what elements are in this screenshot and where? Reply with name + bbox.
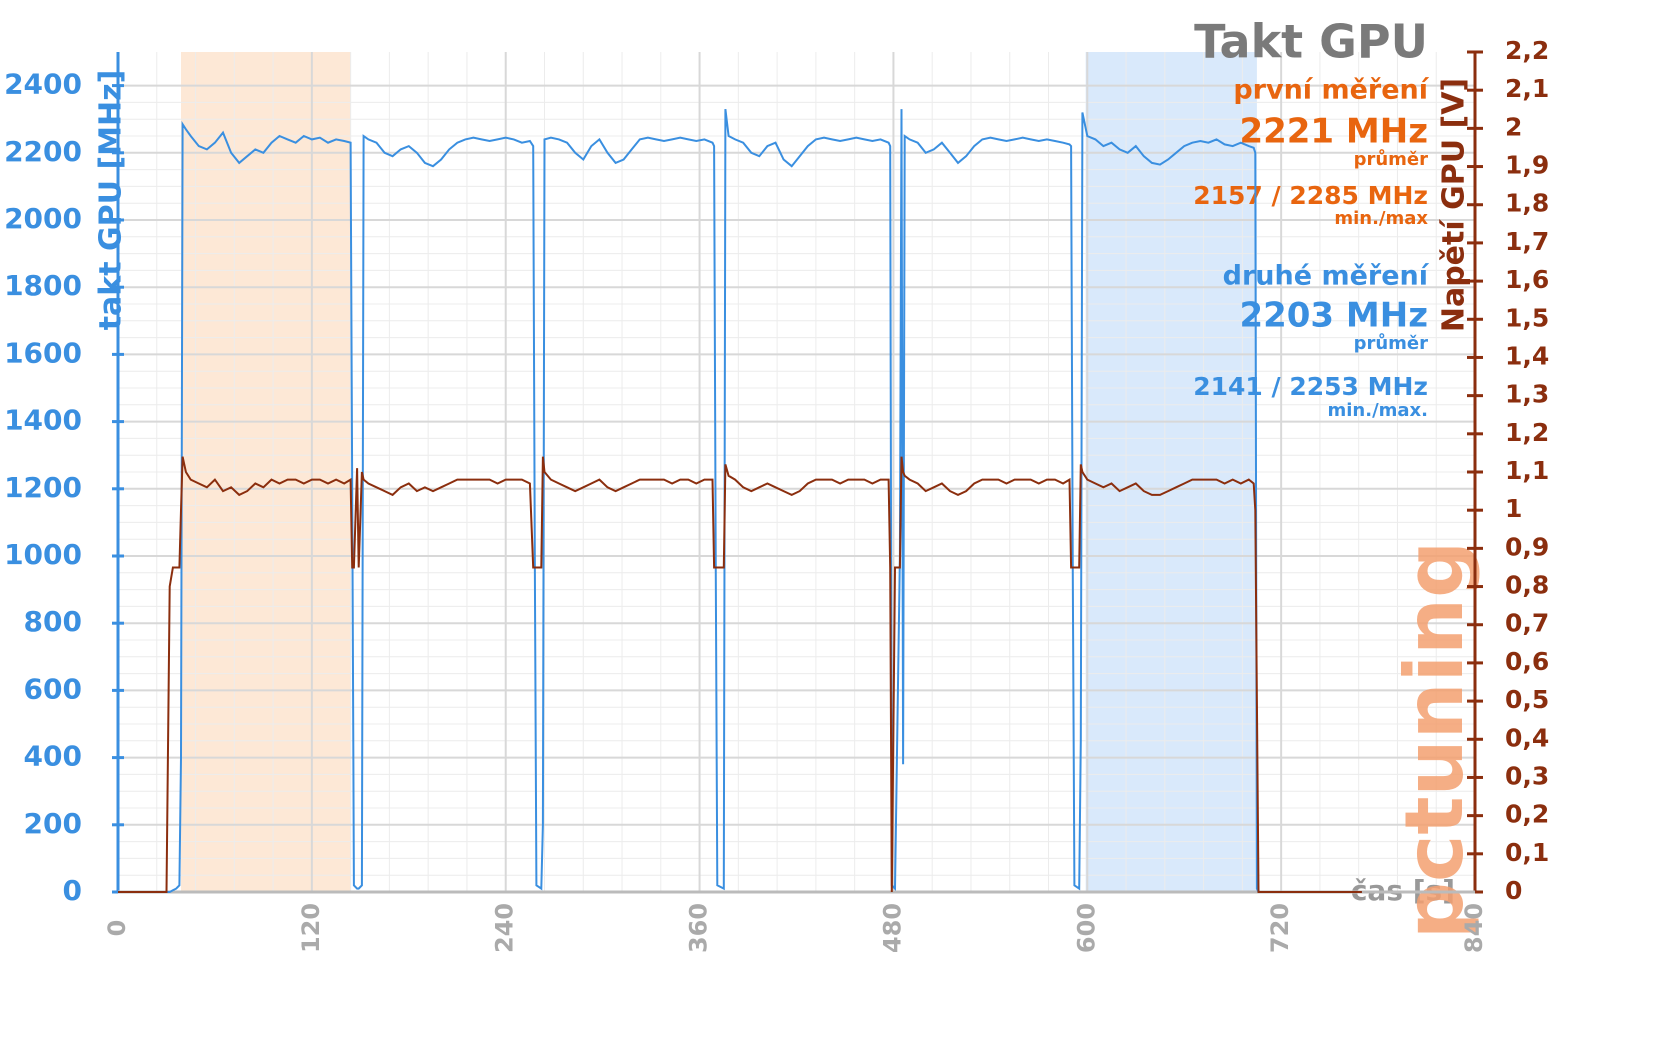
y-tick-label: 200 (24, 807, 82, 840)
y-axis-label: takt GPU [MHz] (94, 70, 129, 331)
x-tick-label: 720 (1266, 903, 1294, 953)
x-tick-label: 480 (878, 903, 906, 953)
series-line (118, 108, 1362, 893)
y2-tick-label: 0,8 (1505, 571, 1549, 600)
y-tick-label: 0 (63, 874, 82, 907)
background (117, 52, 1476, 893)
y-tick-label: 1200 (4, 471, 82, 504)
y2-tick-label: 1,4 (1505, 341, 1549, 370)
logo: pctuning (1388, 541, 1481, 939)
y2-tick-label: 1,9 (1505, 151, 1549, 180)
chart-title: Takt GPU (1194, 15, 1428, 69)
y-tick-label: 2400 (4, 68, 82, 101)
y-tick-label: 1400 (4, 404, 82, 437)
y2-tick-label: 0,6 (1505, 647, 1549, 676)
annotation: průměr (1354, 148, 1429, 170)
y2-axis-label: Napětí GPU [V] (1437, 78, 1472, 332)
annotation: min./max. (1327, 400, 1428, 421)
y2-tick-label: 1,3 (1505, 380, 1549, 409)
annotation: 2141 / 2253 MHz (1193, 372, 1428, 401)
y-tick-label: 400 (24, 740, 82, 773)
y-tick-label: 2000 (4, 202, 82, 235)
series-line (118, 456, 1362, 893)
x-tick-label: 600 (1072, 903, 1100, 953)
y2-tick-label: 0 (1505, 876, 1522, 905)
x-tick-label: 360 (685, 903, 713, 953)
y2-tick-label: 2,2 (1505, 36, 1549, 65)
y-tick-label: 1600 (4, 336, 82, 369)
y2-tick-label: 2,1 (1505, 74, 1549, 103)
y-tick-label: 600 (24, 672, 82, 705)
y2-tick-label: 0,7 (1505, 609, 1549, 638)
y2-tick-label: 0,9 (1505, 532, 1549, 561)
y-tick-label: 1000 (4, 538, 82, 571)
annotation: druhé měření (1223, 261, 1430, 292)
annotation: 2221 MHz (1239, 112, 1428, 152)
annotation: 2157 / 2285 MHz (1193, 181, 1428, 210)
annotation: 2203 MHz (1239, 296, 1428, 336)
y2-tick-label: 1,8 (1505, 189, 1549, 218)
x-tick-label: 240 (491, 903, 519, 953)
y-tick-label: 1800 (4, 269, 82, 302)
y2-tick-label: 1,7 (1505, 227, 1549, 256)
y-tick-label: 2200 (4, 135, 82, 168)
annotation: min./max (1334, 208, 1428, 229)
y2-tick-label: 1,1 (1505, 456, 1549, 485)
y2-tick-label: 0,1 (1505, 838, 1549, 867)
y2-tick-label: 1,2 (1505, 418, 1549, 447)
x-tick-label: 840 (1460, 903, 1488, 953)
x-tick-label: 120 (297, 903, 325, 953)
y-tick-label: 800 (24, 605, 82, 638)
y2-tick-label: 0,4 (1505, 723, 1549, 752)
y2-tick-label: 0,5 (1505, 685, 1549, 714)
y2-tick-label: 2 (1505, 112, 1522, 141)
y2-tick-label: 1,5 (1505, 303, 1549, 332)
annotation: první měření (1233, 75, 1429, 106)
annotation: průměr (1354, 332, 1429, 354)
y2-tick-label: 1 (1505, 494, 1522, 523)
y2-tick-label: 0,3 (1505, 761, 1549, 790)
x-tick-label: 0 (103, 920, 131, 937)
y2-tick-label: 1,6 (1505, 265, 1549, 294)
y2-tick-label: 0,2 (1505, 800, 1549, 829)
